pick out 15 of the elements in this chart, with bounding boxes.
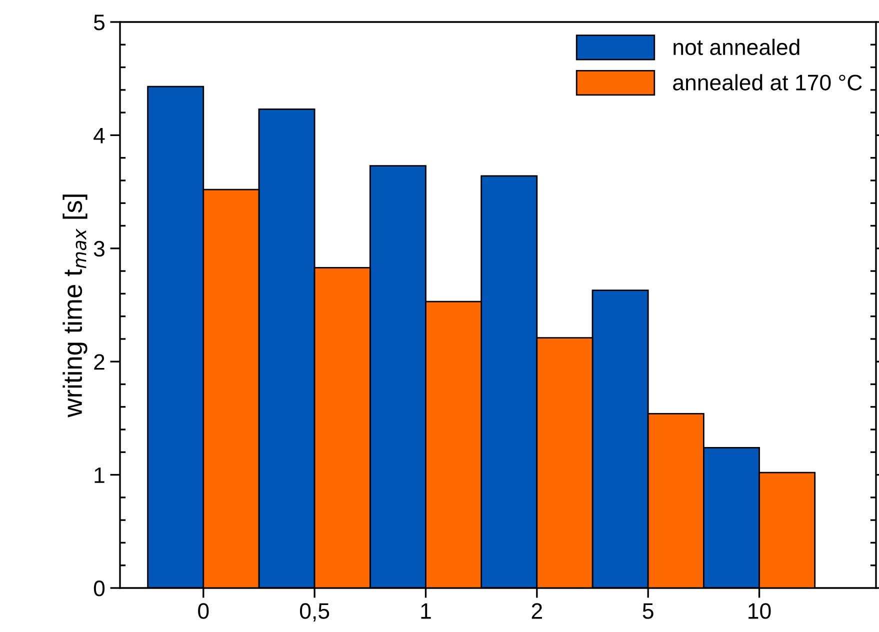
y-tick-label: 0 [94, 580, 105, 596]
y-axis-title: writing time t$_{max}$ [s] [62, 194, 88, 418]
y-tick-label: 1 [94, 468, 104, 483]
x-tick-label: 5 [642, 603, 654, 619]
x-tick-label: 0,5 [300, 603, 330, 622]
y-tick-label: 3 [94, 240, 104, 257]
x-tick-label: 10 [748, 603, 771, 619]
x-tick-label: 0 [198, 603, 209, 619]
y-tick-label: 2 [94, 354, 104, 370]
legend-label: annealed at 170 °C [673, 74, 862, 90]
x-tick-label: 1 [421, 603, 431, 619]
y-tick-label: 4 [94, 128, 105, 144]
y-tick-label: 5 [94, 14, 104, 30]
legend-label: not annealed [674, 38, 800, 56]
x-tick-label: 2 [532, 603, 542, 619]
